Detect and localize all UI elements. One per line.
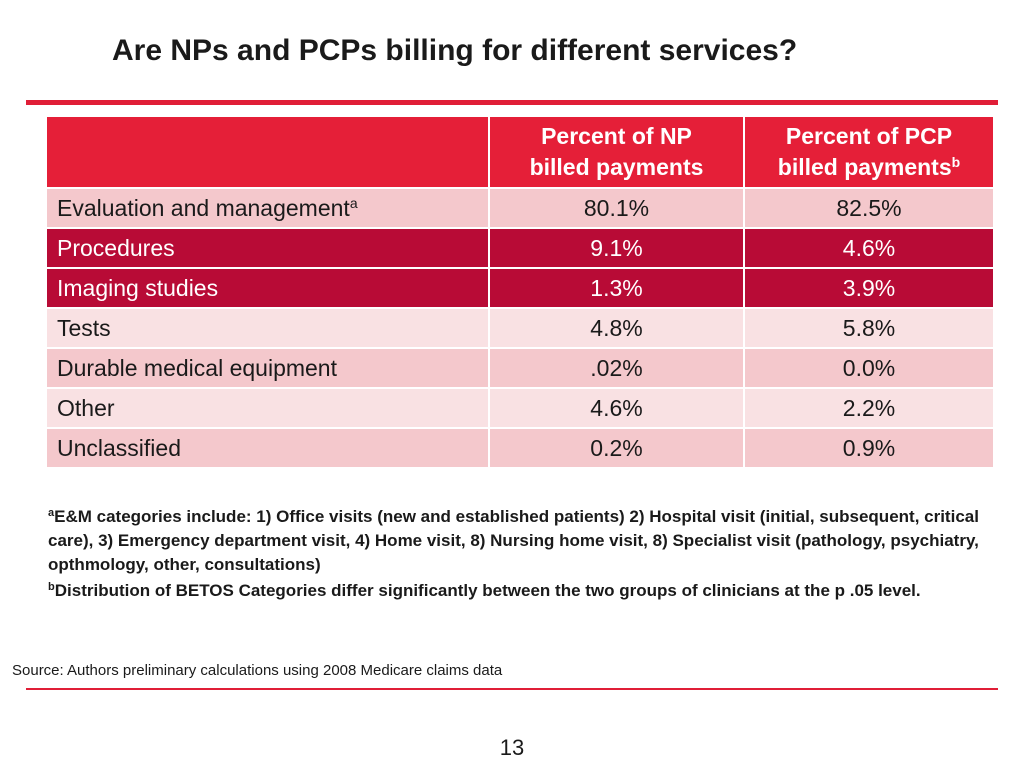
row-label: Unclassified <box>45 427 490 469</box>
header-pcp-percent: Percent of PCP billed paymentsb <box>743 115 995 189</box>
np-value: 0.2% <box>488 427 745 469</box>
header-np-line1: Percent of NP <box>541 123 692 149</box>
row-label: Tests <box>45 307 490 349</box>
np-value: 80.1% <box>488 187 745 229</box>
table-row: Tests 4.8% 5.8% <box>45 307 995 349</box>
footnote-a: aE&M categories include: 1) Office visit… <box>48 505 988 577</box>
pcp-value: 4.6% <box>743 227 995 269</box>
footnotes: aE&M categories include: 1) Office visit… <box>48 505 988 605</box>
row-label: Imaging studies <box>45 267 490 309</box>
table-row: Procedures 9.1% 4.6% <box>45 227 995 269</box>
pcp-value: 82.5% <box>743 187 995 229</box>
table-row: Other 4.6% 2.2% <box>45 387 995 429</box>
table-row: Imaging studies 1.3% 3.9% <box>45 267 995 309</box>
pcp-value: 0.0% <box>743 347 995 389</box>
np-value: 9.1% <box>488 227 745 269</box>
pcp-value: 2.2% <box>743 387 995 429</box>
header-pcp-line1: Percent of PCP <box>785 123 953 149</box>
table-row: Unclassified 0.2% 0.9% <box>45 427 995 469</box>
row-label-text: Evaluation and management <box>57 194 350 221</box>
footnote-a-text: E&M categories include: 1) Office visits… <box>48 507 979 574</box>
source-divider <box>26 688 998 690</box>
header-np-line2: billed payments <box>529 154 704 180</box>
header-np-percent: Percent of NP billed payments <box>488 115 745 189</box>
header-category <box>45 115 490 189</box>
np-value: 4.6% <box>488 387 745 429</box>
pcp-value: 5.8% <box>743 307 995 349</box>
np-value: 1.3% <box>488 267 745 309</box>
page-title: Are NPs and PCPs billing for different s… <box>112 34 798 67</box>
header-pcp-footnote-marker: b <box>951 154 961 170</box>
pcp-value: 3.9% <box>743 267 995 309</box>
footnote-a-marker: a <box>48 507 55 519</box>
footnote-b-text: Distribution of BETOS Categories differ … <box>54 581 921 600</box>
row-label: Other <box>45 387 490 429</box>
np-value: .02% <box>488 347 745 389</box>
pcp-value: 0.9% <box>743 427 995 469</box>
billing-table: Percent of NP billed payments Percent of… <box>45 115 995 469</box>
footnote-b: bDistribution of BETOS Categories differ… <box>48 579 988 603</box>
page-number: 13 <box>499 735 525 760</box>
row-label: Durable medical equipment <box>45 347 490 389</box>
header-pcp-line2: billed payments <box>777 154 952 180</box>
title-divider <box>26 100 998 105</box>
row-label: Evaluation and managementa <box>45 187 490 229</box>
table-row: Evaluation and managementa 80.1% 82.5% <box>45 187 995 229</box>
row-label: Procedures <box>45 227 490 269</box>
source-note: Source: Authors preliminary calculations… <box>12 662 503 679</box>
table-header-row: Percent of NP billed payments Percent of… <box>45 115 995 189</box>
row-footnote-marker: a <box>349 194 358 211</box>
table-row: Durable medical equipment .02% 0.0% <box>45 347 995 389</box>
footnote-b-marker: b <box>48 581 55 593</box>
np-value: 4.8% <box>488 307 745 349</box>
